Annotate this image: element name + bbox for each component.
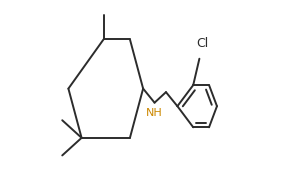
Text: NH: NH — [146, 108, 163, 118]
Text: Cl: Cl — [196, 37, 208, 50]
